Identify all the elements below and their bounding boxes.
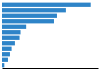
bar xyxy=(2,25,26,29)
x-axis xyxy=(3,68,99,69)
bar xyxy=(2,8,66,12)
bar xyxy=(2,19,54,23)
bars xyxy=(2,3,91,68)
bar xyxy=(2,63,4,67)
bar xyxy=(2,3,91,7)
chart xyxy=(0,0,100,71)
bar xyxy=(2,58,8,62)
bar xyxy=(2,52,10,56)
bar xyxy=(2,36,20,40)
plot xyxy=(2,3,99,69)
bar xyxy=(2,41,15,45)
x-axis-line xyxy=(3,68,99,69)
bar xyxy=(2,30,21,34)
bar xyxy=(2,47,12,51)
bar xyxy=(2,14,57,18)
